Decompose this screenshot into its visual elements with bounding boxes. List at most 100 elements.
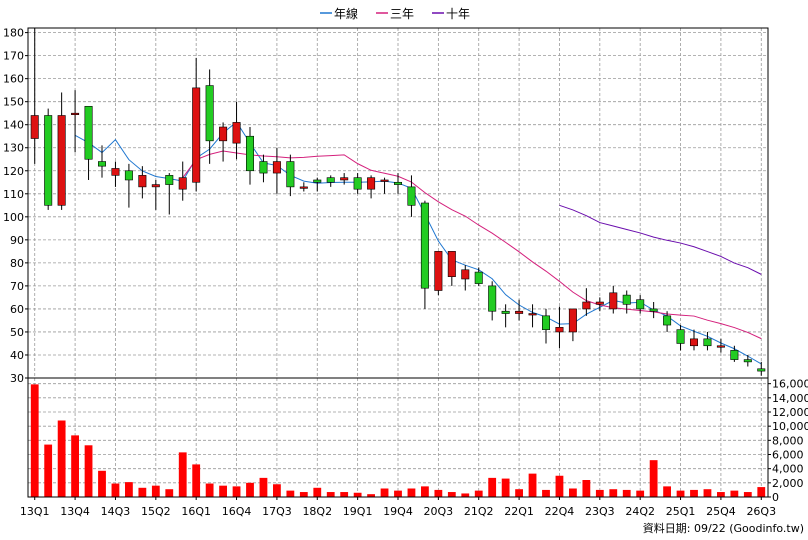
volume-tick-label: 16,000 [772, 378, 808, 391]
candlesticks [30, 28, 766, 376]
x-tick-label: 23Q3 [585, 505, 615, 518]
candle-body [219, 126, 228, 142]
volume-bar [219, 485, 227, 497]
volume-bar [353, 492, 362, 497]
candle-body [84, 105, 93, 160]
candle-body [205, 85, 214, 142]
x-tick-label: 24Q2 [625, 505, 655, 518]
volume-bar [232, 486, 241, 497]
candle-body [151, 184, 160, 188]
price-axis-ticks: 30 40 50 60 70 80 90 100 110 120 130 140 150 160 170 18… [3, 27, 28, 385]
volume-bar [44, 444, 53, 497]
candle-body [515, 310, 524, 314]
candle-body [488, 285, 497, 312]
price-tick-label: 180 [3, 27, 24, 40]
candle-body [716, 345, 725, 348]
volume-bar [111, 483, 120, 497]
volume-bar [636, 490, 645, 497]
volume-bar [488, 477, 497, 497]
volume-bars [30, 384, 766, 497]
volume-bar [663, 486, 671, 497]
x-tick-label: 16Q4 [222, 505, 252, 518]
x-tick-label: 19Q4 [383, 505, 413, 518]
volume-bar [515, 489, 523, 497]
legend-label: 年線 [334, 6, 358, 21]
volume-bar [299, 492, 308, 497]
volume-bar [380, 488, 389, 497]
legend-label: 十年 [446, 7, 470, 21]
candle-body [71, 112, 80, 115]
x-tick-label: 22Q4 [545, 505, 575, 518]
volume-bar [622, 489, 631, 497]
volume-bar [595, 489, 604, 497]
candle-body [636, 299, 645, 310]
volume-bar [474, 490, 483, 497]
candle-body [757, 368, 766, 372]
x-tick-label: 25Q4 [706, 505, 736, 518]
x-tick-label: 18Q2 [302, 505, 332, 518]
price-tick-label: 130 [3, 142, 24, 155]
candle-body [124, 170, 133, 181]
volume-bar [84, 445, 93, 497]
x-tick-label: 17Q3 [262, 505, 292, 518]
volume-bar [98, 470, 106, 497]
volume-tick-label: 12,000 [772, 406, 808, 419]
candle-body [340, 177, 349, 181]
volume-bar [421, 486, 429, 497]
volume-bar [57, 420, 66, 497]
volume-bar [367, 494, 375, 497]
candle-body [420, 202, 429, 289]
candle-body [98, 161, 107, 167]
volume-bar [273, 484, 281, 497]
volume-bar [649, 460, 658, 497]
candle-body [689, 338, 698, 347]
candle-body [286, 161, 295, 188]
volume-bar [676, 490, 685, 497]
candle-body [649, 308, 658, 312]
moving-average-lines [74, 121, 762, 365]
candle-body [393, 181, 402, 185]
volume-tick-label: 0 [772, 491, 779, 504]
price-tick-label: 70 [10, 280, 24, 293]
candle-body [44, 115, 53, 206]
candle-body [730, 350, 739, 360]
candle-body [272, 161, 281, 174]
x-tick-label: 26Q3 [746, 505, 776, 518]
volume-bar [501, 478, 510, 497]
price-tick-label: 90 [10, 234, 24, 247]
candle-body [582, 301, 591, 310]
candle-body [609, 292, 618, 310]
candle-body [541, 315, 550, 330]
ma-line-三年 [182, 150, 762, 340]
candle-body [380, 179, 389, 182]
volume-bar [71, 435, 79, 497]
candle-body [474, 271, 483, 284]
candle-body [703, 338, 712, 347]
volume-tick-label: 2,000 [772, 477, 804, 490]
candle-body [663, 315, 672, 326]
footer-text: 資料日期: 09/22 (Goodinfo.tw) [643, 521, 804, 535]
volume-tick-label: 6,000 [772, 449, 804, 462]
x-axis-ticks: 13Q1 13Q4 14Q3 15Q2 16Q1 16Q4 17Q3 18Q2 19Q1 19Q4… [20, 497, 776, 518]
candle-body [30, 115, 39, 139]
candle-body [326, 177, 335, 183]
volume-bar [192, 464, 201, 497]
volume-bar [326, 492, 335, 497]
volume-bar [717, 492, 725, 497]
x-tick-label: 22Q1 [504, 505, 534, 518]
volume-bar [138, 487, 147, 497]
volume-bar [313, 487, 322, 497]
volume-bar [703, 489, 712, 497]
volume-bar [528, 473, 537, 497]
candle-body [407, 186, 416, 206]
volume-bar [407, 488, 416, 497]
candle-body [232, 122, 241, 144]
volume-bar [259, 477, 268, 497]
volume-tick-label: 4,000 [772, 463, 804, 476]
price-tick-label: 100 [3, 211, 24, 224]
volume-bar [757, 487, 766, 497]
candle-body [595, 301, 604, 305]
volume-bar [609, 489, 618, 497]
candle-body [528, 313, 537, 316]
